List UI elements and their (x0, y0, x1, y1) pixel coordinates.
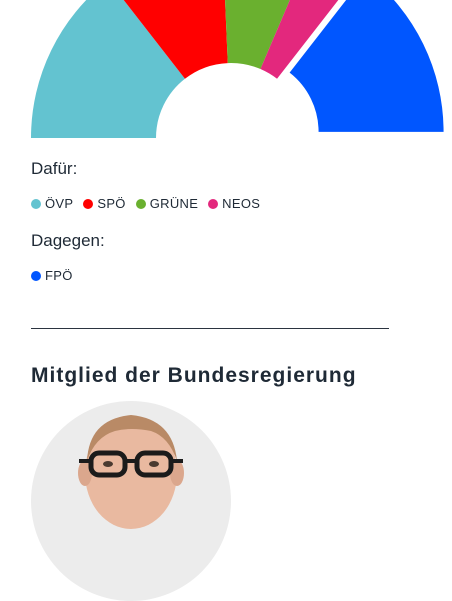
legend-label: GRÜNE (149, 196, 199, 211)
for-label: Dafür: (31, 159, 78, 178)
legend-item-neos: NEOS (208, 196, 260, 211)
legend-item-oevp: ÖVP (31, 196, 73, 211)
for-legend: ÖVP SPÖ GRÜNE NEOS (31, 196, 270, 211)
spoe-dot-icon (83, 198, 94, 209)
government-section-title: Mitglied der Bundesregierung (31, 364, 357, 387)
gruene-dot-icon (135, 198, 146, 209)
against-label: Dagegen: (31, 231, 105, 250)
person-portrait-icon[interactable] (31, 401, 231, 601)
chart-segment-övp (31, 0, 185, 138)
vote-distribution-chart (31, 0, 444, 138)
chart-segment-fpö (289, 0, 444, 132)
legend-item-gruene: GRÜNE (135, 196, 199, 211)
chart-segment-grüne (225, 0, 290, 70)
fpoe-dot-icon (31, 270, 41, 281)
oevp-dot-icon (31, 198, 41, 209)
chart-segment-neos (260, 0, 339, 79)
neos-dot-icon (208, 198, 219, 209)
legend-item-spoe: SPÖ (83, 196, 125, 211)
chart-segment-spö (123, 0, 228, 79)
legend-label: ÖVP (45, 196, 74, 211)
legend-label: SPÖ (97, 196, 126, 211)
legend-item-fpoe: FPÖ (31, 268, 73, 283)
legend-label: FPÖ (45, 268, 73, 283)
legend-label: NEOS (222, 196, 261, 211)
section-divider (31, 328, 389, 329)
against-legend: FPÖ (31, 268, 83, 283)
